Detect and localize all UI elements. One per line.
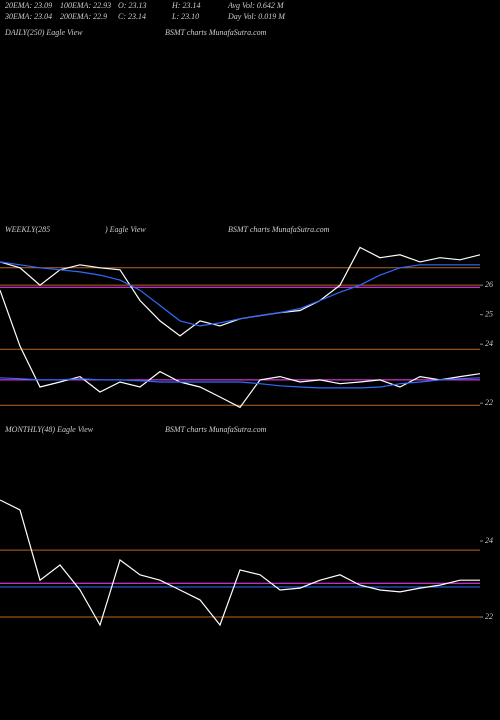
y-tick-label: 25 [485, 310, 493, 319]
y-tick-label: 22 [485, 398, 493, 407]
price-line [0, 261, 480, 327]
panel-label: WEEKLY(285 [5, 225, 50, 234]
panel-label: ) Eagle View [104, 225, 146, 234]
panel-title: BSMT charts MunafaSutra.com [165, 28, 267, 37]
panel-label: MONTHLY(48) Eagle View [4, 425, 94, 434]
stat: 20EMA: 23.09 [5, 1, 52, 10]
stat: Avg Vol: 0.642 M [227, 1, 285, 10]
stat: Day Vol: 0.019 M [227, 12, 286, 21]
panel-title: BSMT charts MunafaSutra.com [165, 425, 267, 434]
y-tick-label: 24 [485, 536, 493, 545]
stat: H: 23.14 [171, 1, 200, 10]
stat: 30EMA: 23.04 [4, 12, 52, 21]
price-line [0, 246, 481, 337]
y-tick-label: 24 [485, 339, 493, 348]
panel-label: DAILY(250) Eagle View [4, 28, 83, 37]
panel-title: BSMT charts MunafaSutra.com [228, 225, 330, 234]
y-tick-label: 26 [485, 280, 493, 289]
stat: C: 23.14 [118, 12, 146, 21]
stat: L: 23.10 [171, 12, 199, 21]
stat: 200EMA: 22.9 [60, 12, 107, 21]
stat: O: 23.13 [118, 1, 146, 10]
price-line [0, 377, 481, 389]
stat: 100EMA: 22.93 [60, 1, 111, 10]
y-tick-label: 22 [485, 612, 493, 621]
price-line [0, 499, 480, 627]
price-line [0, 289, 481, 409]
